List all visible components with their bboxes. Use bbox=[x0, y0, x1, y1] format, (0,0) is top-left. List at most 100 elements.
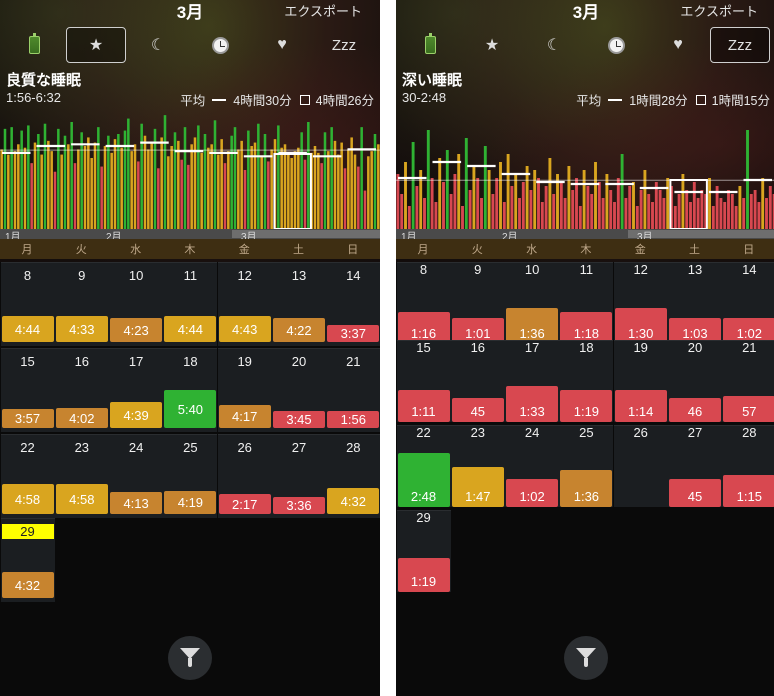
sleep-value-bar[interactable]: 5:40 bbox=[164, 390, 217, 428]
tab-clock[interactable] bbox=[586, 27, 646, 63]
tab-star[interactable]: ★ bbox=[462, 27, 522, 63]
sleep-value-bar[interactable]: 57 bbox=[723, 396, 774, 422]
chart-bar bbox=[333, 140, 337, 230]
sleep-value-bar[interactable]: 1:16 bbox=[397, 312, 450, 344]
sleep-value-bar[interactable]: 1:02 bbox=[506, 479, 559, 507]
history-chart[interactable] bbox=[0, 106, 380, 230]
tab-zzz[interactable]: Zzz bbox=[314, 27, 374, 63]
chart-bar bbox=[217, 154, 220, 230]
day-number: 22 bbox=[416, 425, 431, 440]
sleep-value-bar[interactable]: 4:43 bbox=[218, 316, 271, 342]
sleep-value-bar[interactable]: 4:19 bbox=[164, 491, 217, 514]
sleep-value-bar[interactable]: 4:44 bbox=[164, 316, 217, 342]
timeline-scrubber[interactable]: 1月 2月 3月 bbox=[396, 229, 774, 243]
timeline-label: 3月 bbox=[637, 232, 653, 243]
export-button[interactable]: エクスポート bbox=[284, 4, 362, 19]
filter-button[interactable] bbox=[168, 636, 212, 680]
sleep-value-bar[interactable]: 45 bbox=[451, 398, 504, 422]
sleep-value-bar[interactable]: 1:56 bbox=[327, 411, 380, 428]
chart-bar bbox=[506, 154, 510, 230]
sleep-value-bar[interactable]: 3:36 bbox=[273, 497, 325, 514]
history-chart[interactable] bbox=[396, 106, 774, 230]
sleep-value-bar[interactable]: 1:15 bbox=[723, 475, 774, 507]
export-button[interactable]: エクスポート bbox=[680, 4, 758, 19]
day-number: 11 bbox=[183, 268, 198, 283]
chart-bar bbox=[411, 142, 415, 230]
star-icon: ★ bbox=[88, 37, 104, 54]
timeline-scrubber[interactable]: 1月 2月 3月 bbox=[0, 229, 380, 243]
sleep-value-bar[interactable]: 1:18 bbox=[560, 312, 613, 344]
calendar-day[interactable] bbox=[613, 425, 668, 507]
sleep-value-bar[interactable]: 4:02 bbox=[55, 408, 108, 428]
star-icon: ★ bbox=[484, 37, 500, 54]
chart-bar bbox=[163, 115, 167, 230]
sleep-value-bar[interactable]: 45 bbox=[669, 479, 721, 507]
selection-box-icon bbox=[299, 94, 310, 105]
average-line-icon bbox=[608, 98, 623, 101]
sleep-value-bar[interactable]: 4:13 bbox=[110, 492, 163, 514]
chart-bar bbox=[187, 164, 190, 230]
chart-bar bbox=[529, 190, 533, 230]
chart-bar bbox=[253, 142, 257, 230]
sleep-value-bar[interactable]: 3:57 bbox=[1, 409, 54, 428]
sleep-value-bar[interactable]: 1:36 bbox=[506, 308, 559, 344]
sleep-value-bar[interactable]: 4:17 bbox=[218, 405, 271, 428]
sleep-value-bar[interactable]: 1:30 bbox=[614, 308, 667, 344]
sleep-value-bar[interactable]: 4:58 bbox=[1, 484, 54, 514]
sleep-value-bar[interactable]: 4:23 bbox=[110, 318, 163, 342]
tab-moon[interactable]: ☾ bbox=[524, 27, 584, 63]
sleep-value-bar[interactable]: 2:17 bbox=[218, 494, 271, 514]
sleep-value-bar[interactable]: 4:22 bbox=[273, 318, 325, 342]
sleep-value-bar[interactable]: 1:19 bbox=[560, 390, 613, 422]
sleep-value-bar[interactable]: 1:47 bbox=[451, 467, 504, 507]
sleep-value-bar[interactable]: 3:37 bbox=[327, 325, 380, 342]
chart-bar bbox=[423, 198, 426, 230]
sleep-value-bar[interactable]: 1:33 bbox=[506, 386, 559, 422]
chart-bar bbox=[7, 154, 10, 230]
sleep-value-bar[interactable]: 1:36 bbox=[560, 470, 613, 507]
filter-button[interactable] bbox=[564, 636, 608, 680]
chart-bar bbox=[313, 146, 317, 230]
tab-moon[interactable]: ☾ bbox=[128, 27, 188, 63]
sleep-value-bar[interactable]: 1:03 bbox=[669, 318, 721, 344]
chart-bar bbox=[290, 158, 293, 230]
sleep-value-bar[interactable]: 4:44 bbox=[1, 316, 54, 342]
sleep-value-bar[interactable]: 3:45 bbox=[273, 411, 325, 428]
chart-bar bbox=[213, 120, 217, 230]
tab-star[interactable]: ★ bbox=[66, 27, 126, 63]
chart-bar bbox=[647, 194, 651, 230]
tab-battery[interactable] bbox=[400, 27, 460, 63]
chart-bar bbox=[350, 137, 353, 230]
sleep-value-bar[interactable]: 1:19 bbox=[397, 558, 450, 592]
chart-bar bbox=[689, 202, 692, 230]
chart-bar bbox=[270, 149, 273, 230]
sleep-value-bar[interactable]: 1:14 bbox=[614, 390, 667, 422]
sleep-value-bar[interactable]: 46 bbox=[669, 398, 721, 422]
chart-bar bbox=[210, 144, 213, 230]
chart-bar bbox=[708, 178, 711, 230]
day-number: 21 bbox=[346, 354, 361, 369]
tab-clock[interactable] bbox=[190, 27, 250, 63]
chart-bar bbox=[123, 130, 127, 230]
sleep-value-bar[interactable]: 1:01 bbox=[451, 318, 504, 344]
chart-bar bbox=[723, 202, 727, 230]
chart-bar bbox=[197, 125, 200, 230]
day-number: 13 bbox=[687, 262, 703, 277]
sleep-value-bar[interactable]: 4:32 bbox=[327, 488, 380, 514]
day-number: 13 bbox=[291, 268, 307, 283]
sleep-value-bar[interactable]: 1:11 bbox=[397, 390, 450, 422]
sleep-value-bar[interactable]: 2:48 bbox=[397, 453, 450, 507]
day-number: 26 bbox=[237, 440, 252, 455]
sleep-value-bar[interactable]: 4:33 bbox=[55, 316, 108, 342]
sleep-value-bar[interactable]: 4:39 bbox=[110, 402, 163, 428]
tab-heart[interactable]: ♥ bbox=[252, 27, 312, 63]
chart-bar bbox=[263, 134, 267, 230]
tab-battery[interactable] bbox=[4, 27, 64, 63]
timeline-label: 2月 bbox=[106, 232, 122, 243]
chart-bar bbox=[601, 198, 605, 230]
tab-zzz[interactable]: Zzz bbox=[710, 27, 770, 63]
tab-heart[interactable]: ♥ bbox=[648, 27, 708, 63]
sleep-value-bar[interactable]: 1:02 bbox=[723, 318, 774, 344]
sleep-value-bar[interactable]: 4:32 bbox=[1, 572, 54, 598]
sleep-value-bar[interactable]: 4:58 bbox=[55, 484, 108, 514]
